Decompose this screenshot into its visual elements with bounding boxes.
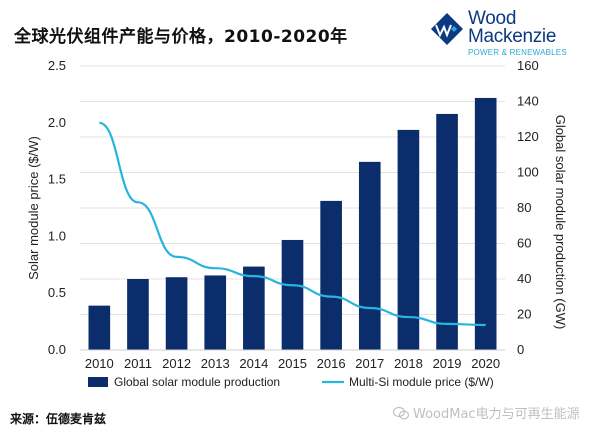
- price-series-line: [98, 121, 486, 327]
- right-tick-label: 60: [517, 236, 531, 251]
- x-tick-label: 2020: [471, 356, 500, 371]
- bar-2016: [320, 200, 342, 350]
- left-tick-label: 0.0: [48, 342, 66, 357]
- wood-mackenzie-logo-icon: [431, 13, 463, 45]
- left-tick-label: 0.5: [48, 285, 66, 300]
- logo-line2: Mackenzie: [468, 26, 557, 47]
- logo-line1: Wood: [468, 8, 517, 29]
- x-tick-label: 2012: [162, 356, 191, 371]
- x-tick-label: 2016: [317, 356, 346, 371]
- x-tick-label: 2015: [278, 356, 307, 371]
- left-tick-label: 1.5: [48, 172, 66, 187]
- legend-label-price: Multi-Si module price ($/W): [349, 375, 494, 389]
- bar-2011: [127, 279, 149, 350]
- bar-2020: [474, 97, 497, 350]
- right-axis-ticks: 0 20 40 60 80 100 120 140 160: [517, 58, 539, 357]
- bar-2017: [358, 161, 381, 350]
- legend-swatch-production: [88, 377, 108, 387]
- x-tick-label: 2013: [201, 356, 230, 371]
- x-tick-label: 2017: [355, 356, 384, 371]
- logo-tagline: POWER & RENEWABLES: [468, 48, 567, 57]
- bar-2010: [88, 305, 111, 350]
- right-tick-label: 100: [517, 165, 539, 180]
- watermark-text: WoodMac电力与可再生能源: [413, 407, 580, 422]
- x-axis-ticks: 2010 2011 2012 2013 2014 2015 2016 2017 2018 2019…: [85, 356, 500, 371]
- source-note: 来源：伍德麦肯兹: [10, 412, 107, 426]
- left-tick-label: 2.0: [48, 115, 66, 130]
- right-tick-label: 160: [517, 58, 539, 73]
- left-axis-ticks: 0.0 0.5 1.0 1.5 2.0 2.5: [48, 58, 66, 357]
- right-tick-label: 80: [517, 200, 531, 215]
- wechat-icon: [393, 406, 409, 420]
- wood-mackenzie-logo: Wood Mackenzie POWER & RENEWABLES: [430, 6, 595, 60]
- x-tick-label: 2018: [394, 356, 423, 371]
- bar-2014: [243, 266, 265, 350]
- x-tick-label: 2010: [85, 356, 114, 371]
- right-axis-label: Global solar module production (GW): [553, 115, 568, 330]
- right-tick-label: 120: [517, 129, 539, 144]
- x-tick-label: 2014: [239, 356, 268, 371]
- production-bars: [88, 97, 497, 350]
- right-tick-label: 0: [517, 342, 524, 357]
- right-tick-label: 40: [517, 271, 531, 286]
- price-line: [98, 121, 486, 327]
- left-tick-label: 1.0: [48, 228, 66, 243]
- bar-2019: [436, 113, 458, 350]
- watermark: WoodMac电力与可再生能源: [393, 403, 580, 422]
- legend: Global solar module production Multi-Si …: [88, 375, 494, 389]
- x-tick-label: 2019: [433, 356, 462, 371]
- right-tick-label: 20: [517, 307, 531, 322]
- bar-2018: [397, 129, 420, 350]
- bar-2015: [281, 239, 304, 350]
- left-tick-label: 2.5: [48, 58, 66, 73]
- right-tick-label: 140: [517, 94, 539, 109]
- bar-2013: [204, 275, 227, 350]
- chart-title: 全球光伏组件产能与价格，2010-2020年: [14, 27, 348, 47]
- left-axis-label: Solar module price ($/W): [26, 136, 41, 280]
- legend-label-production: Global solar module production: [114, 375, 280, 389]
- x-tick-label: 2011: [124, 356, 152, 371]
- bar-2012: [165, 277, 188, 350]
